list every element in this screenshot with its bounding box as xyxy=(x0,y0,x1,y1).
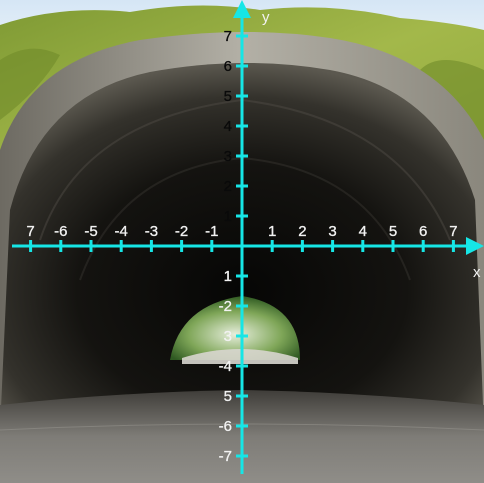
y-axis-arrow-icon xyxy=(233,0,251,18)
x-tick-label: -6 xyxy=(54,223,67,240)
y-tick-label: -4 xyxy=(219,358,232,375)
y-tick-label: 3 xyxy=(224,148,232,165)
x-tick-label: 3 xyxy=(328,223,336,240)
y-tick-label: 1 xyxy=(224,268,232,285)
y-tick-label: -6 xyxy=(219,418,232,435)
x-tick-label: 4 xyxy=(359,223,367,240)
y-tick-label: 5 xyxy=(224,88,232,105)
y-tick-label: 6 xyxy=(224,58,232,75)
x-tick-label: 6 xyxy=(419,223,427,240)
x-tick-label: 7 xyxy=(26,223,34,240)
y-tick-label: 5 xyxy=(224,388,232,405)
x-tick-label: -2 xyxy=(175,223,188,240)
axis-lines xyxy=(12,0,484,474)
y-tick-label: 4 xyxy=(224,118,232,135)
x-tick-label: -1 xyxy=(205,223,218,240)
tunnel-exit xyxy=(170,296,300,360)
x-tick-label: -4 xyxy=(115,223,128,240)
x-axis-name: x xyxy=(473,264,481,281)
y-tick-label: -2 xyxy=(219,298,232,315)
x-tick-label: 5 xyxy=(389,223,397,240)
x-tick-label: -3 xyxy=(145,223,158,240)
x-axis-arrow-icon xyxy=(466,237,484,255)
y-tick-label: -7 xyxy=(219,448,232,465)
y-tick-label: 7 xyxy=(224,28,232,45)
x-tick-label: 1 xyxy=(268,223,276,240)
y-tick-label: 1 xyxy=(224,208,232,225)
y-tick-label: 3 xyxy=(224,328,232,345)
y-tick-label: 2 xyxy=(224,178,232,195)
y-axis-ticks: 7 6 5 4 3 2 1 1 -2 3 -4 5 -6 -7 xyxy=(219,28,248,465)
y-axis-name: y xyxy=(262,9,270,26)
x-tick-label: 2 xyxy=(298,223,306,240)
x-tick-label: -5 xyxy=(84,223,97,240)
x-tick-label: 7 xyxy=(449,223,457,240)
x-axis-ticks: 7 -6 -5 -4 -3 -2 -1 1 2 3 4 5 6 7 xyxy=(26,223,458,252)
